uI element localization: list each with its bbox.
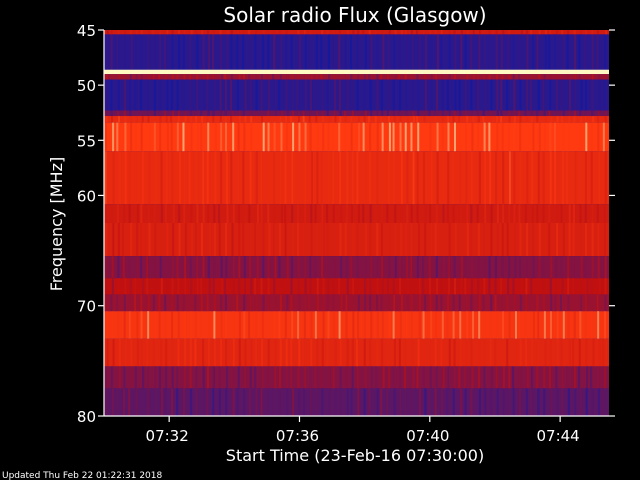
spectral-band <box>104 34 609 70</box>
updated-timestamp: Updated Thu Feb 22 01:22:31 2018 <box>2 471 163 480</box>
y-tick-label: 50 <box>77 77 96 95</box>
x-tick-label: 07:36 <box>276 427 319 445</box>
spectral-band <box>104 110 609 117</box>
x-axis-title: Start Time (23-Feb-16 07:30:00) <box>226 446 484 465</box>
spectral-band <box>104 223 609 257</box>
spectral-band <box>104 256 609 279</box>
spectral-band <box>104 311 609 339</box>
y-axis-ticks: 45 50 55 60 70 80 <box>77 22 615 426</box>
spectral-band <box>104 204 609 223</box>
spectral-band <box>104 388 609 416</box>
chart-title: Solar radio Flux (Glasgow) <box>223 3 486 27</box>
spectrogram-plot-area <box>104 30 609 416</box>
y-tick-label: 45 <box>77 22 96 40</box>
spectral-band <box>104 151 609 205</box>
spectral-band <box>104 278 609 295</box>
spectral-band <box>104 74 609 80</box>
spectral-band <box>104 69 609 75</box>
axes <box>103 30 609 417</box>
x-tick-label: 07:40 <box>406 427 449 445</box>
y-tick-label: 55 <box>77 132 96 150</box>
y-tick-label: 80 <box>77 408 96 426</box>
y-tick-label: 60 <box>77 187 96 205</box>
spectral-band <box>104 79 609 111</box>
y-axis-title: Frequency [MHz] <box>47 157 66 291</box>
spectral-band <box>104 116 609 123</box>
spectral-band <box>104 366 609 389</box>
y-tick-label: 70 <box>77 298 96 316</box>
x-tick-label: 07:32 <box>146 427 189 445</box>
spectral-band <box>104 30 609 35</box>
spectral-band <box>104 338 609 367</box>
spectral-band <box>104 122 609 152</box>
x-axis-ticks: 07:32 07:36 07:40 07:44 <box>146 416 580 445</box>
spectral-band <box>104 294 609 312</box>
x-tick-label: 07:44 <box>537 427 580 445</box>
